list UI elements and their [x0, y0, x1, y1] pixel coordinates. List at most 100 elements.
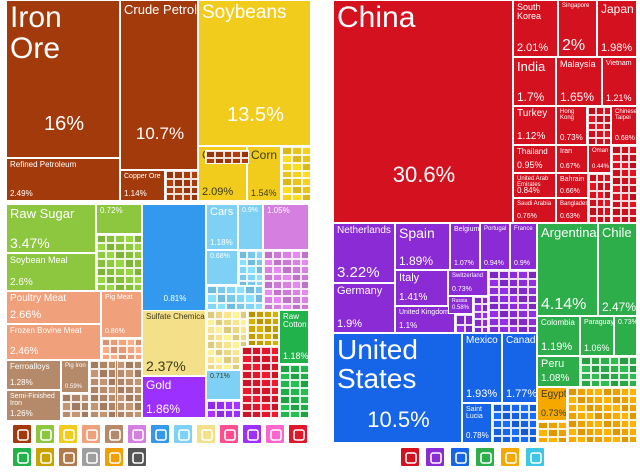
- plastic-icon[interactable]: [288, 424, 308, 444]
- treemap-tile-bahrain[interactable]: Bahrain 0.66%: [556, 173, 588, 198]
- treemap-tile-spain[interactable]: Spain 1.89%: [395, 223, 450, 270]
- pot-icon[interactable]: [127, 424, 147, 444]
- treemap-tile-pig-meat[interactable]: Pig Meat 0.86%: [101, 291, 142, 338]
- treemap-tile-iron-ore[interactable]: Iron Ore 16%: [6, 0, 120, 158]
- minor-cell: [247, 266, 256, 274]
- treemap-tile-tile[interactable]: 0.9%: [238, 204, 263, 250]
- treemap-tile-raw-sugar[interactable]: Raw Sugar 3.47%: [6, 204, 96, 253]
- gear-icon[interactable]: [150, 424, 170, 444]
- treemap-tile-tile[interactable]: 1.05%: [263, 204, 309, 250]
- treemap-tile-saint-lucia[interactable]: Saint Lucia 0.78%: [462, 403, 492, 443]
- treemap-tile-colombia[interactable]: Colombia 1.19%: [537, 316, 580, 356]
- treemap-tile-paraguay[interactable]: Paraguay 1.06%: [580, 316, 614, 356]
- treemap-tile-egypt[interactable]: Egypt 0.73%: [537, 387, 567, 421]
- treemap-tile-pig-iron[interactable]: Pig Iron 0.59%: [61, 360, 89, 393]
- treemap-tile-poultry-meat[interactable]: Poultry Meat 2.66%: [6, 291, 101, 324]
- tile-label: Soybeans: [202, 2, 287, 23]
- treemap-tile-gold[interactable]: Gold 1.86%: [142, 376, 206, 418]
- treemap-tile-hong-kong[interactable]: Hong Kong 0.73%: [556, 106, 587, 145]
- treemap-tile-singapore[interactable]: Singapore 2%: [558, 0, 597, 57]
- minor-cell: [282, 296, 292, 304]
- treemap-tile-crude-petroleum[interactable]: Crude Petroleum 10.7%: [120, 0, 198, 170]
- treemap-tile-bangladesh[interactable]: Bangladesh 0.63%: [556, 198, 588, 223]
- treemap-tile-ferroalloys[interactable]: Ferroalloys 1.28%: [6, 360, 61, 390]
- treemap-tile-belgium[interactable]: Belgium 1.07%: [450, 223, 480, 270]
- treemap-tile-cars[interactable]: Cars 1.18%: [206, 204, 238, 250]
- treemap-tile-united-states[interactable]: United States 10.5%: [333, 333, 462, 443]
- treemap-tile-oman[interactable]: Oman 0.44%: [588, 145, 611, 173]
- minor-cell: [603, 436, 612, 442]
- treemap-tile-netherlands[interactable]: Netherlands 3.22%: [333, 223, 395, 283]
- treemap-tile-thailand[interactable]: Thailand 0.95%: [513, 145, 556, 173]
- treemap-tile-south-korea[interactable]: South Korea 2.01%: [513, 0, 558, 57]
- bag-icon[interactable]: [58, 447, 78, 467]
- minor-cell: [581, 364, 591, 373]
- treemap-tile-copper-ore[interactable]: Copper Ore 1.14%: [120, 170, 165, 201]
- bottle-icon[interactable]: [35, 447, 55, 467]
- treemap-tile-germany[interactable]: Germany 1.9%: [333, 283, 395, 333]
- anvil-icon[interactable]: [104, 424, 124, 444]
- treemap-tile-mexico[interactable]: Mexico 1.93%: [462, 333, 502, 403]
- treemap-tile-tile[interactable]: 0.71%: [206, 370, 241, 400]
- chair-icon[interactable]: [127, 447, 147, 467]
- flask-icon[interactable]: [265, 424, 285, 444]
- treemap-tile-raw-cotton[interactable]: Raw Cotton 1.18%: [279, 310, 309, 364]
- treemap-tile-frozen-bovine-meat[interactable]: Frozen Bovine Meat 2.46%: [6, 324, 101, 360]
- treemap-tile-tile[interactable]: 0.72%: [96, 204, 142, 234]
- minor-cell: [251, 347, 261, 355]
- treemap-tile-tile[interactable]: 0.81%: [142, 204, 206, 324]
- gauge-icon[interactable]: [104, 447, 124, 467]
- treemap-tile-iran[interactable]: Iran 0.67%: [556, 145, 588, 173]
- tile-value: 0.73%: [618, 319, 637, 326]
- treemap-tile-soybeans[interactable]: Soybeans 13.5%: [198, 0, 311, 146]
- tile-value: 1.41%: [399, 291, 428, 303]
- treemap-tile-united-kingdom[interactable]: United Kingdom 1.1%: [395, 306, 455, 333]
- south-america-map-icon[interactable]: [475, 447, 495, 467]
- box-icon[interactable]: [81, 447, 101, 467]
- treemap-tile-semi-finished-iron[interactable]: Semi-Finished Iron 1.26%: [6, 390, 61, 421]
- leaf-icon[interactable]: [35, 424, 55, 444]
- treemap-tile-switzerland[interactable]: Switzerland 0.73%: [448, 270, 488, 296]
- treemap-tile-argentina[interactable]: Argentina 4.14%: [537, 223, 598, 316]
- tile-value: 0.73%: [452, 285, 472, 293]
- treemap-tile-malaysia[interactable]: Malaysia 1.65%: [556, 57, 602, 106]
- treemap-tile-vietnam[interactable]: Vietnam 1.21%: [602, 57, 637, 106]
- meat-icon[interactable]: [81, 424, 101, 444]
- treemap-tile-italy[interactable]: Italy 1.41%: [395, 270, 448, 306]
- treemap-tile-canada[interactable]: Canada 1.77%: [502, 333, 537, 403]
- treemap-tile-japan[interactable]: Japan 1.98%: [597, 0, 637, 57]
- treemap-tile-corn[interactable]: Corn 1.54%: [247, 146, 281, 201]
- treemap-tile-peru[interactable]: Peru 1.08%: [537, 356, 580, 387]
- treemap-tile-saudi-arabia[interactable]: Saudi Arabia 0.76%: [513, 198, 556, 223]
- treemap-tile-united-arab-emirates[interactable]: United Arab Emirates 0.84%: [513, 173, 556, 198]
- shoe-icon[interactable]: [219, 424, 239, 444]
- europe-map-icon[interactable]: [425, 447, 445, 467]
- treemap-tile-sulfate-chemical-woodpulp[interactable]: Sulfate Chemical Woodpulp 2.37%: [142, 310, 206, 376]
- road-icon[interactable]: [173, 424, 193, 444]
- treemap-tile-india[interactable]: India 1.7%: [513, 57, 556, 106]
- diamond-icon[interactable]: [242, 424, 262, 444]
- treemap-tile-china[interactable]: China 30.6%: [333, 0, 513, 223]
- minor-cell: [102, 339, 111, 347]
- north-america-map-icon[interactable]: [450, 447, 470, 467]
- treemap-tile-russia[interactable]: Russia 0.58%: [448, 296, 473, 314]
- asia-map-icon[interactable]: [400, 447, 420, 467]
- treemap-tile-soybean-meal[interactable]: Soybean Meal 2.6%: [6, 253, 96, 291]
- minor-cell: [280, 403, 290, 412]
- treemap-tile-tile[interactable]: 0.73%: [614, 316, 637, 356]
- treemap-tile-portugal[interactable]: Portugal 0.94%: [480, 223, 510, 270]
- treemap-tile-chile[interactable]: Chile 2.47%: [598, 223, 637, 316]
- treemap-tile-chinese-taipei[interactable]: Chinese Taipei 0.68%: [611, 106, 637, 145]
- tools-icon[interactable]: [196, 424, 216, 444]
- grain-icon[interactable]: [58, 424, 78, 444]
- shirt-icon[interactable]: [12, 447, 32, 467]
- treemap-tile-france[interactable]: France 0.9%: [510, 223, 537, 270]
- minor-cell: [232, 151, 242, 158]
- hammer-icon[interactable]: [12, 424, 32, 444]
- treemap-tile-turkey[interactable]: Turkey 1.12%: [513, 106, 556, 145]
- treemap-tile-tile[interactable]: 0.68%: [206, 250, 238, 285]
- africa-map-icon[interactable]: [500, 447, 520, 467]
- treemap-tile-refined-petroleum[interactable]: Refined Petroleum 2.49%: [6, 158, 120, 201]
- oceania-map-icon[interactable]: [525, 447, 545, 467]
- minor-cell: [629, 388, 636, 396]
